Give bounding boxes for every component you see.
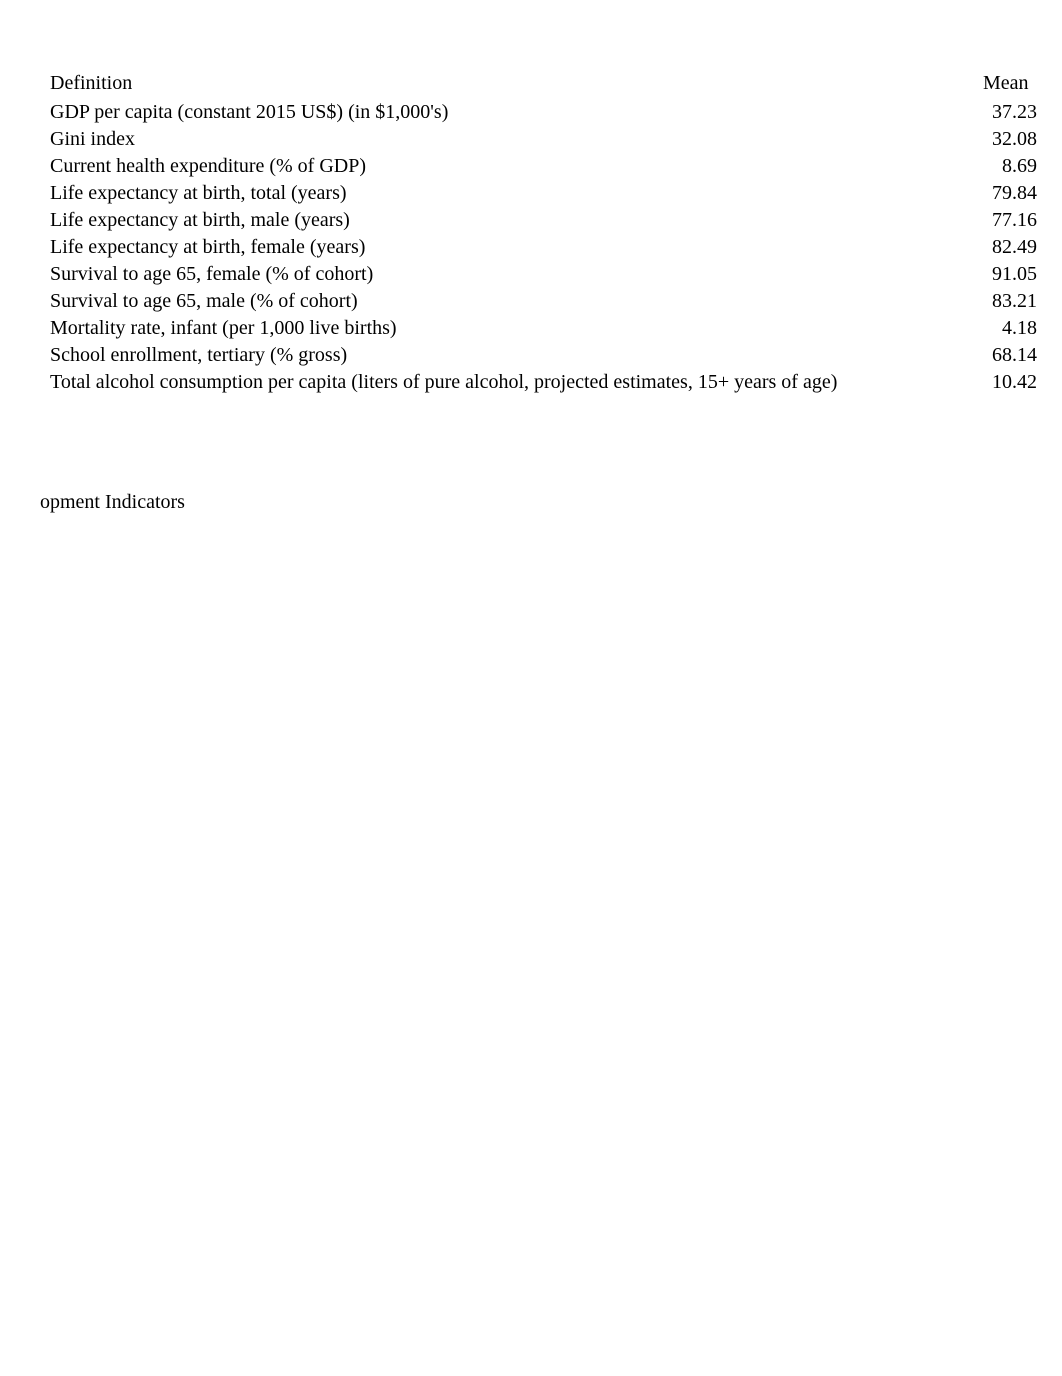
cell-definition: Survival to age 65, female (% of cohort) [50,261,983,288]
cell-definition: Current health expenditure (% of GDP) [50,153,983,180]
table-row: Current health expenditure (% of GDP) 8.… [50,153,1037,180]
footer-fragment: opment Indicators [40,491,1037,514]
header-mean: Mean [983,70,1037,99]
table-row: Gini index 32.08 [50,126,1037,153]
table-row: Life expectancy at birth, female (years)… [50,234,1037,261]
cell-mean: 10.42 [983,369,1037,396]
cell-definition: Survival to age 65, male (% of cohort) [50,288,983,315]
table-row: Mortality rate, infant (per 1,000 live b… [50,315,1037,342]
cell-definition: Gini index [50,126,983,153]
table-row: Survival to age 65, male (% of cohort) 8… [50,288,1037,315]
cell-mean: 68.14 [983,342,1037,369]
table-row: Life expectancy at birth, total (years) … [50,180,1037,207]
cell-definition: Mortality rate, infant (per 1,000 live b… [50,315,983,342]
cell-definition: School enrollment, tertiary (% gross) [50,342,983,369]
table-row: GDP per capita (constant 2015 US$) (in $… [50,99,1037,126]
cell-definition: Life expectancy at birth, total (years) [50,180,983,207]
cell-mean: 8.69 [983,153,1037,180]
table-row: Life expectancy at birth, male (years) 7… [50,207,1037,234]
cell-definition: GDP per capita (constant 2015 US$) (in $… [50,99,983,126]
table-row: Survival to age 65, female (% of cohort)… [50,261,1037,288]
cell-mean: 32.08 [983,126,1037,153]
cell-definition: Life expectancy at birth, male (years) [50,207,983,234]
indicators-table: Definition Mean GDP per capita (constant… [50,70,1037,396]
cell-mean: 91.05 [983,261,1037,288]
cell-mean: 4.18 [983,315,1037,342]
cell-mean: 79.84 [983,180,1037,207]
cell-mean: 37.23 [983,99,1037,126]
header-definition: Definition [50,70,983,99]
table-row: School enrollment, tertiary (% gross) 68… [50,342,1037,369]
table-header-row: Definition Mean [50,70,1037,99]
cell-definition: Life expectancy at birth, female (years) [50,234,983,261]
cell-mean: 77.16 [983,207,1037,234]
cell-definition: Total alcohol consumption per capita (li… [50,369,983,396]
cell-mean: 82.49 [983,234,1037,261]
table-row: Total alcohol consumption per capita (li… [50,369,1037,396]
cell-mean: 83.21 [983,288,1037,315]
